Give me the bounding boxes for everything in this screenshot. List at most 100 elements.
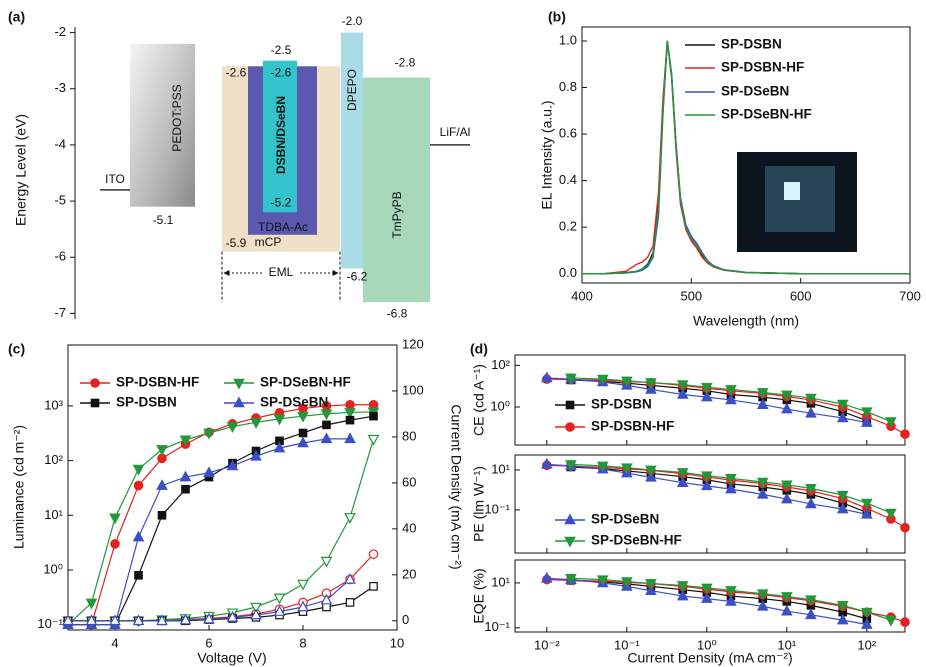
marker	[885, 615, 897, 627]
marker	[781, 604, 793, 616]
marker	[133, 480, 144, 491]
marker	[156, 614, 168, 626]
marker	[756, 599, 769, 611]
energy-level-bar	[341, 32, 363, 269]
y-tick-label: 1.0	[559, 32, 577, 47]
marker	[297, 600, 309, 612]
legend-label: SP-DSeBN-HF	[260, 375, 351, 390]
legend-label: SP-DSBN	[591, 397, 652, 412]
y-tick-label: 10⁰	[490, 398, 510, 413]
marker	[756, 388, 769, 399]
marker	[85, 598, 98, 610]
marker	[621, 376, 633, 388]
marker	[273, 441, 286, 453]
y-tick-label: 0.8	[559, 79, 577, 94]
marker	[109, 513, 121, 525]
x-tick-label: 10²	[857, 637, 876, 652]
marker	[725, 594, 737, 606]
marker	[226, 422, 239, 433]
marker	[645, 378, 657, 390]
x-tick-label: 6	[205, 635, 212, 650]
y-tick-label: 10¹	[491, 574, 510, 589]
marker	[900, 617, 910, 627]
plot-frame	[581, 26, 911, 284]
layer-name: DSBN/DSeBN	[274, 96, 288, 174]
marker	[134, 571, 143, 580]
y-tick-label: 10²	[44, 452, 63, 467]
y2-tick-label: 20	[402, 566, 416, 581]
marker	[132, 614, 145, 626]
marker	[701, 382, 713, 394]
x-tick-label: 10⁻¹	[614, 637, 640, 652]
layer-name: ITO	[105, 172, 125, 186]
layer-name: TDBA-Ac	[258, 220, 308, 234]
y-tick-label: 10¹	[491, 461, 510, 476]
y-axis-label: EL Intensity (a.u.)	[539, 100, 555, 209]
marker	[805, 608, 817, 620]
marker	[226, 610, 239, 622]
energy-level-bar	[263, 60, 297, 213]
series-line	[582, 40, 910, 275]
y-axis-label: Luminance (cd m⁻²)	[11, 425, 27, 549]
marker	[297, 579, 309, 591]
marker	[885, 508, 897, 520]
x-tick-label: 8	[299, 635, 306, 650]
level-label: -6.2	[347, 270, 368, 284]
marker	[836, 490, 849, 502]
level-label: -2.8	[395, 56, 416, 70]
x-axis-label: Voltage (V)	[197, 650, 266, 666]
level-label: -5.2	[271, 195, 292, 209]
marker	[320, 409, 333, 421]
marker	[676, 589, 689, 601]
panel-label: (c)	[8, 341, 25, 357]
y-tick-label: 10¹	[44, 507, 63, 522]
y-tick-label: 10²	[491, 357, 510, 372]
marker	[541, 571, 553, 583]
marker	[203, 428, 215, 440]
marker	[90, 398, 100, 408]
marker	[596, 461, 609, 473]
marker	[836, 399, 849, 411]
y-tick-label: -7	[54, 305, 66, 320]
y-axis-label: Energy Level (eV)	[13, 114, 29, 226]
marker	[565, 373, 577, 385]
marker	[861, 407, 873, 419]
marker	[725, 586, 737, 597]
legend-label: SP-DSBN-HF	[116, 375, 199, 390]
level-label: -2.6	[271, 65, 292, 79]
level-label: -5.9	[226, 236, 247, 250]
marker	[836, 502, 849, 514]
marker	[297, 411, 309, 423]
marker	[861, 618, 873, 629]
level-label: -6.8	[387, 306, 408, 320]
marker	[701, 592, 713, 603]
marker	[179, 613, 192, 625]
marker	[110, 539, 120, 549]
marker	[676, 468, 689, 479]
y-tick-label: -3	[54, 80, 66, 95]
y2-tick-label: 60	[402, 474, 416, 489]
marker	[565, 400, 575, 410]
marker	[725, 474, 737, 485]
y-tick-label: 10³	[44, 397, 63, 412]
marker	[645, 465, 657, 477]
x-tick-label: 400	[571, 288, 593, 303]
marker	[320, 593, 333, 605]
marker	[861, 498, 873, 510]
marker	[645, 470, 657, 482]
panel-label: (d)	[470, 341, 488, 357]
legend-label: SP-DSeBN	[721, 84, 789, 99]
marker	[344, 572, 356, 584]
x-tick-label: 600	[790, 288, 812, 303]
marker	[156, 479, 168, 490]
marker	[725, 393, 737, 405]
plot-frame	[514, 559, 906, 633]
marker	[756, 487, 769, 499]
marker	[322, 420, 331, 430]
y-tick-label: 0.6	[559, 125, 577, 140]
marker	[565, 574, 577, 585]
marker	[181, 484, 190, 494]
y-tick-label: -6	[54, 249, 66, 264]
marker	[233, 396, 245, 408]
marker	[564, 513, 576, 525]
